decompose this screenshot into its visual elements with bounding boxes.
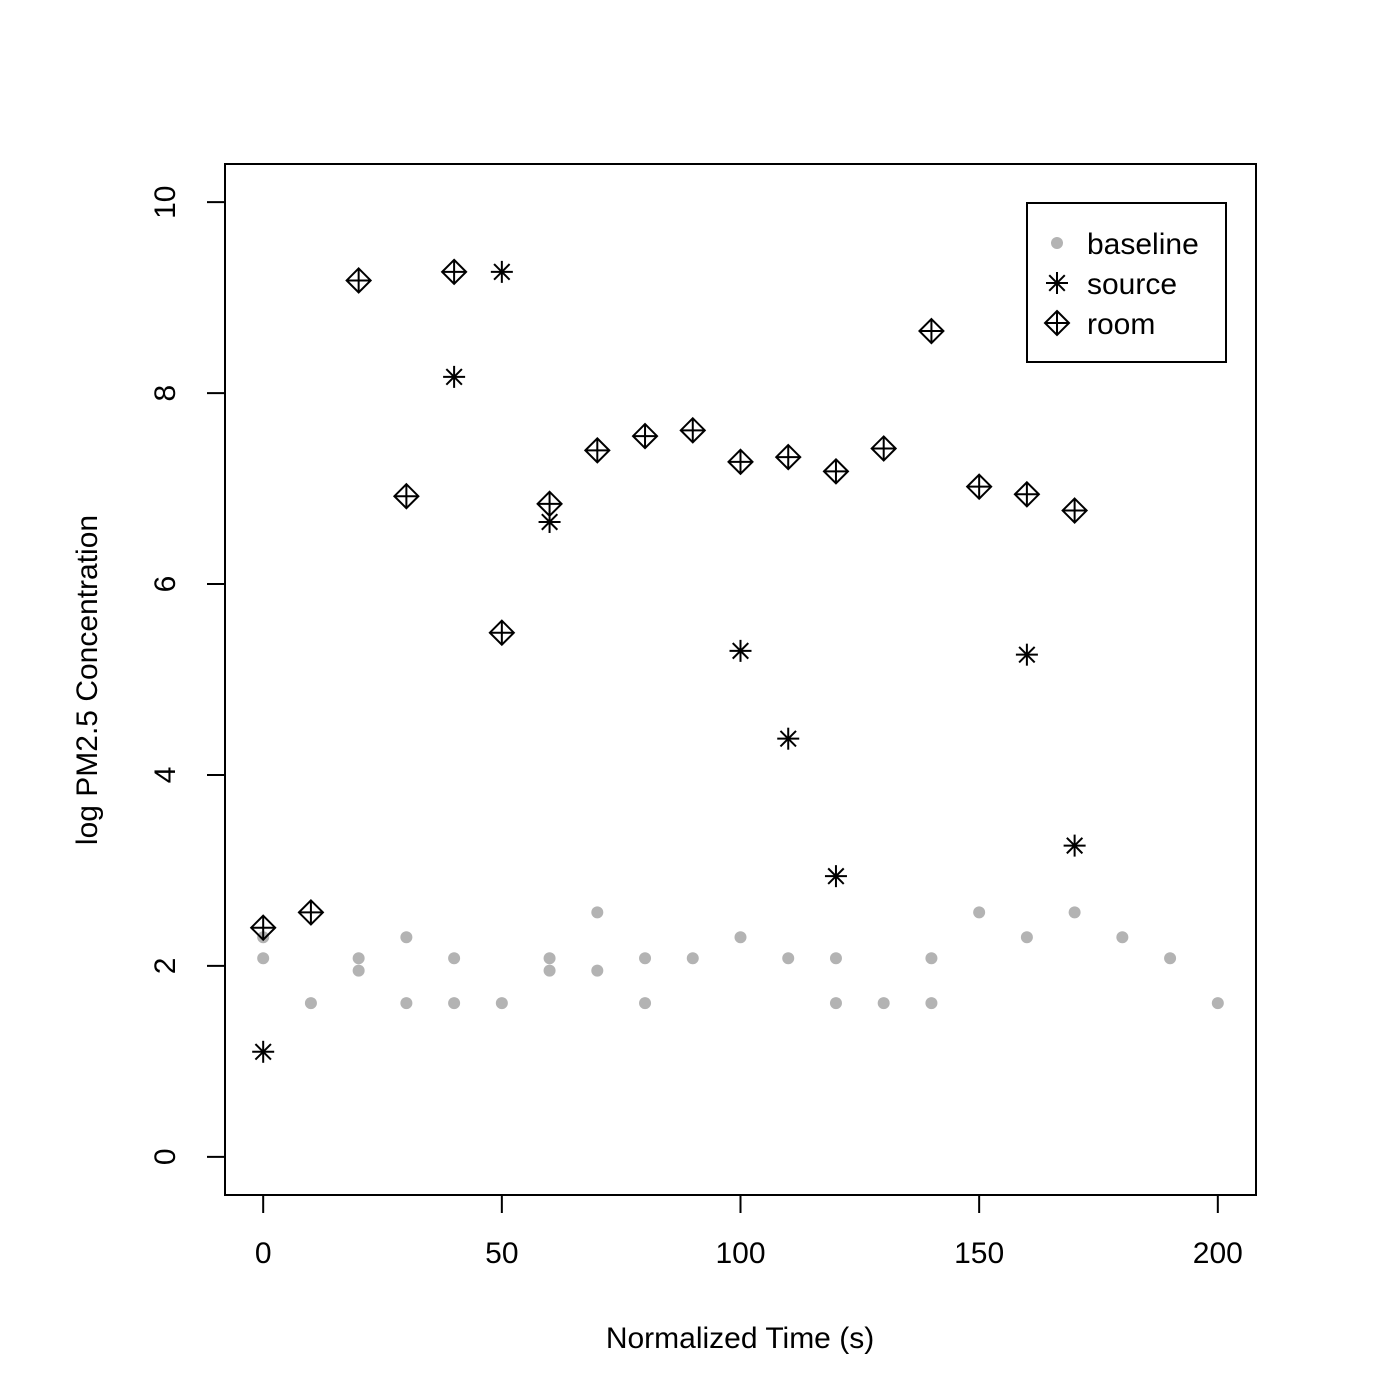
baseline-point <box>1116 931 1129 944</box>
baseline-point <box>591 964 604 977</box>
room-point <box>488 619 516 647</box>
legend-marker-room <box>1043 309 1071 337</box>
x-axis-label: Normalized Time (s) <box>606 1322 874 1355</box>
baseline-point <box>973 906 986 919</box>
room-point <box>392 482 420 510</box>
y-axis: 0 2 4 6 8 10 <box>149 185 226 1165</box>
legend-label: source <box>1087 268 1177 301</box>
source-point <box>1015 643 1038 666</box>
series-source <box>252 260 1086 1063</box>
baseline-point <box>352 964 365 977</box>
baseline-point <box>829 997 842 1010</box>
room-point <box>774 443 802 471</box>
series-room <box>249 258 1089 942</box>
room-point <box>870 435 898 462</box>
room-point <box>249 914 277 942</box>
source-point <box>729 639 752 662</box>
room-point <box>918 317 945 345</box>
room-point <box>679 416 707 444</box>
baseline-point <box>400 931 413 944</box>
baseline-point <box>352 952 365 965</box>
x-axis: 0 50 100 150 200 <box>255 1194 1243 1270</box>
source-point <box>1063 834 1086 857</box>
baseline-point <box>1068 906 1081 919</box>
baseline-point <box>1164 952 1177 965</box>
baseline-point <box>304 997 317 1010</box>
baseline-point <box>639 952 652 965</box>
legend-item-baseline: baseline <box>1051 228 1199 261</box>
legend: baseline source room <box>1026 202 1227 363</box>
y-tick-label: 10 <box>149 185 182 218</box>
room-point <box>536 490 563 518</box>
baseline-point <box>257 952 270 965</box>
source-point <box>252 1040 275 1063</box>
source-point <box>538 510 561 533</box>
room-point <box>345 267 373 294</box>
baseline-point <box>1020 931 1033 944</box>
room-point <box>631 422 659 450</box>
baseline-point <box>782 952 795 965</box>
baseline-point <box>543 952 556 965</box>
room-point <box>297 899 325 926</box>
baseline-point <box>448 952 461 965</box>
legend-label: room <box>1087 308 1155 341</box>
baseline-point <box>1211 997 1224 1010</box>
x-tick-label: 150 <box>954 1237 1004 1270</box>
baseline-point <box>400 997 413 1010</box>
baseline-point <box>448 997 461 1010</box>
room-point <box>440 258 468 286</box>
legend-item-source: source <box>1046 268 1177 301</box>
room-point <box>583 436 611 464</box>
source-point <box>490 260 513 283</box>
room-point <box>1013 480 1041 508</box>
source-point <box>777 727 800 750</box>
y-tick-label: 0 <box>149 1148 182 1165</box>
legend-label: baseline <box>1087 228 1199 261</box>
series-baseline <box>257 906 1224 1010</box>
x-tick-label: 0 <box>255 1237 272 1270</box>
baseline-point <box>877 997 890 1010</box>
baseline-point <box>686 952 699 965</box>
baseline-point <box>829 952 842 965</box>
baseline-point <box>543 964 556 977</box>
y-tick-label: 8 <box>149 385 182 402</box>
legend-item-room: room <box>1043 308 1155 341</box>
room-point <box>1061 497 1089 524</box>
y-tick-label: 2 <box>149 958 182 975</box>
baseline-point <box>925 952 938 965</box>
room-point <box>727 448 754 476</box>
legend-marker-source <box>1046 272 1068 294</box>
room-point <box>965 473 993 501</box>
room-point <box>822 457 850 485</box>
x-tick-label: 100 <box>715 1237 765 1270</box>
legend-marker-baseline <box>1051 237 1063 249</box>
y-axis-label: log PM2.5 Concentration <box>71 515 104 845</box>
y-tick-label: 4 <box>149 767 182 784</box>
baseline-point <box>734 931 747 944</box>
x-tick-label: 200 <box>1193 1237 1243 1270</box>
data-points <box>249 258 1224 1063</box>
baseline-point <box>639 997 652 1010</box>
y-tick-label: 6 <box>149 576 182 593</box>
baseline-point <box>591 906 604 919</box>
x-tick-label: 50 <box>485 1237 518 1270</box>
source-point <box>443 365 466 388</box>
baseline-point <box>925 997 938 1010</box>
baseline-point <box>495 997 508 1010</box>
source-point <box>824 865 847 888</box>
